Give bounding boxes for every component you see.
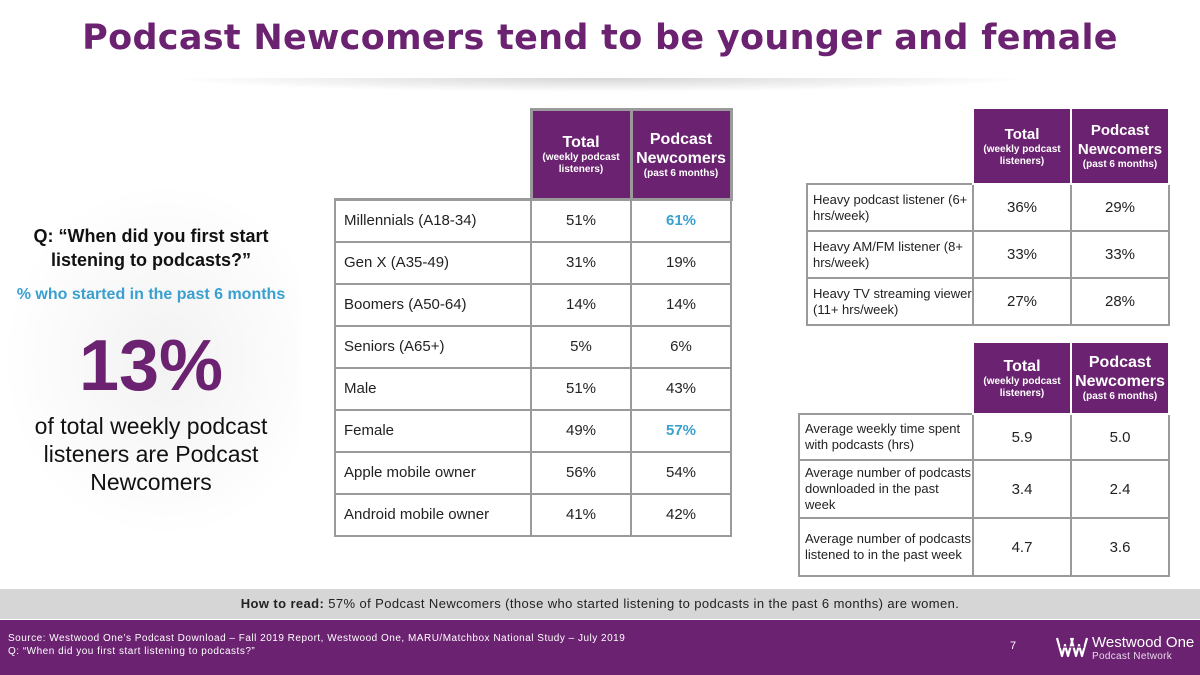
table-row: Android mobile owner 41% 42% [334, 492, 732, 537]
total-value: 36% [972, 183, 1072, 232]
row-label: Female [334, 408, 532, 453]
row-label: Android mobile owner [334, 492, 532, 537]
newcomers-value: 28% [1070, 277, 1170, 326]
how-to-read-text: 57% of Podcast Newcomers (those who star… [328, 596, 960, 611]
header-total-sub: (weekly podcast listeners) [983, 143, 1061, 167]
newcomers-value: 6% [630, 324, 732, 369]
newcomers-value: 19% [630, 240, 732, 285]
newcomers-value: 5.0 [1070, 413, 1170, 461]
row-label: Seniors (A65+) [334, 324, 532, 369]
newcomers-value: 61% [630, 198, 732, 243]
table-row: Average number of podcasts listened to i… [798, 517, 1170, 577]
how-to-read-label: How to read: [240, 596, 325, 611]
total-value: 14% [530, 282, 632, 327]
row-label: Apple mobile owner [334, 450, 532, 495]
big-stat: 13% [78, 326, 224, 406]
total-value: 31% [530, 240, 632, 285]
newcomers-value: 29% [1070, 183, 1170, 232]
header-total-title: Total [562, 134, 600, 151]
header-total-title: Total [1004, 125, 1040, 143]
total-value: 5% [530, 324, 632, 369]
page-title: Podcast Newcomers tend to be younger and… [82, 18, 1118, 58]
total-value: 27% [972, 277, 1072, 326]
table-row: Gen X (A35-49) 31% 19% [334, 240, 732, 285]
total-value: 33% [972, 230, 1072, 279]
newcomers-value: 57% [630, 408, 732, 453]
row-label: Boomers (A50-64) [334, 282, 532, 327]
header-newcomers-title: Podcast Newcomers [636, 130, 726, 167]
newcomers-value: 33% [1070, 230, 1170, 279]
table-row: Millennials (A18-34) 51% 61% [334, 198, 732, 243]
total-value: 5.9 [972, 413, 1072, 461]
header-newcomers-sub: (past 6 months) [643, 167, 719, 179]
header-total: Total (weekly podcast listeners) [529, 108, 633, 201]
table-row: Seniors (A65+) 5% 6% [334, 324, 732, 369]
logo-name: Westwood One [1092, 634, 1195, 651]
total-value: 3.4 [972, 459, 1072, 519]
table-row: Boomers (A50-64) 14% 14% [334, 282, 732, 327]
question-text: Q: “When did you first start listening t… [33, 226, 269, 270]
newcomers-value: 2.4 [1070, 459, 1170, 519]
stat-subtitle: % who started in the past 6 months [16, 286, 286, 303]
heavy-usage-table: Total (weekly podcast listeners) Podcast… [806, 107, 1170, 326]
table-row: Average number of podcasts downloaded in… [798, 459, 1170, 519]
header-newcomers-sub: (past 6 months) [1082, 159, 1158, 170]
table-row: Heavy AM/FM listener (8+ hrs/week) 33% 3… [806, 230, 1170, 279]
westwood-one-logo: Westwood One Podcast Network [1056, 634, 1196, 662]
header-blank-cell [799, 342, 973, 414]
demographics-table: Total (weekly podcast listeners) Podcast… [334, 108, 733, 537]
row-label: Male [334, 366, 532, 411]
table-row: Male 51% 43% [334, 366, 732, 411]
header-newcomers-sub: (past 6 months) [1082, 391, 1158, 402]
sound-wave-logo-icon [1056, 637, 1088, 658]
total-value: 51% [530, 366, 632, 411]
newcomers-value: 42% [630, 492, 732, 537]
row-label: Heavy AM/FM listener (8+ hrs/week) [806, 230, 974, 279]
how-to-read-band: How to read: 57% of Podcast Newcomers (t… [0, 589, 1200, 619]
newcomers-value: 3.6 [1070, 517, 1170, 577]
row-label: Millennials (A18-34) [334, 198, 532, 243]
table-row: Female 49% 57% [334, 408, 732, 453]
table-row: Heavy TV streaming viewer (11+ hrs/week)… [806, 277, 1170, 326]
table-row: Apple mobile owner 56% 54% [334, 450, 732, 495]
footer-bar: Source: Westwood One’s Podcast Download … [0, 620, 1200, 675]
averages-table: Total (weekly podcast listeners) Podcast… [798, 341, 1170, 577]
source-line: Source: Westwood One’s Podcast Download … [8, 633, 626, 644]
page-number: 7 [1010, 640, 1017, 652]
total-value: 4.7 [972, 517, 1072, 577]
row-label: Heavy podcast listener (6+ hrs/week) [806, 183, 974, 232]
header-total: Total (weekly podcast listeners) [972, 341, 1072, 415]
header-newcomers-title: Podcast Newcomers [1075, 354, 1165, 390]
header-total-sub: (weekly podcast listeners) [542, 152, 620, 175]
row-label: Gen X (A35-49) [334, 240, 532, 285]
total-value: 49% [530, 408, 632, 453]
table-row: Average weekly time spent with podcasts … [798, 413, 1170, 461]
source-note: Source: Westwood One’s Podcast Download … [8, 632, 625, 658]
total-value: 51% [530, 198, 632, 243]
header-newcomers-title: Podcast Newcomers [1077, 122, 1163, 158]
newcomers-value: 14% [630, 282, 732, 327]
row-label: Average number of podcasts downloaded in… [798, 459, 974, 519]
total-value: 56% [530, 450, 632, 495]
header-newcomers: Podcast Newcomers (past 6 months) [1070, 341, 1170, 415]
header-total: Total (weekly podcast listeners) [972, 107, 1072, 185]
header-newcomers: Podcast Newcomers (past 6 months) [1070, 107, 1170, 185]
header-blank-cell [335, 110, 531, 200]
table-row: Heavy podcast listener (6+ hrs/week) 36%… [806, 183, 1170, 232]
header-blank-cell [807, 108, 973, 184]
header-total-sub: (weekly podcast listeners) [983, 375, 1061, 399]
title-shadow [160, 78, 1040, 92]
left-panel-glow [0, 180, 300, 540]
logo-subtitle: Podcast Network [1092, 651, 1173, 662]
header-newcomers: Podcast Newcomers (past 6 months) [629, 108, 733, 201]
stat-description: of total weekly podcast listeners are Po… [34, 413, 268, 495]
row-label: Average number of podcasts listened to i… [798, 517, 974, 577]
row-label: Heavy TV streaming viewer (11+ hrs/week) [806, 277, 974, 326]
total-value: 41% [530, 492, 632, 537]
source-question-line: Q: “When did you first start listening t… [8, 646, 256, 657]
newcomers-value: 43% [630, 366, 732, 411]
newcomers-value: 54% [630, 450, 732, 495]
header-total-title: Total [1003, 357, 1041, 375]
row-label: Average weekly time spent with podcasts … [798, 413, 974, 461]
